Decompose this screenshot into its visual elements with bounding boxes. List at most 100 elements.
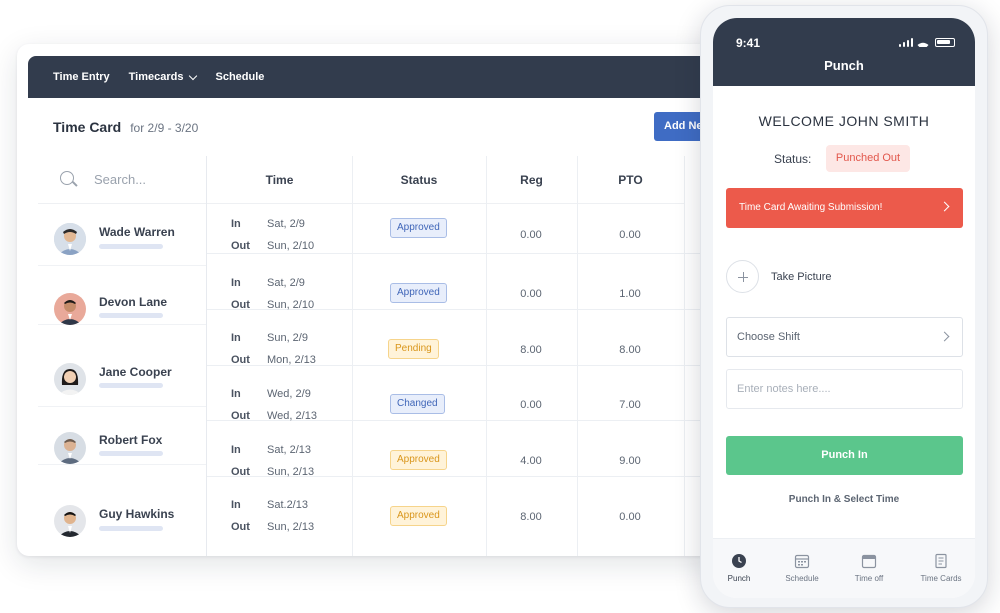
avatar <box>54 293 86 325</box>
tab-schedule-label: Schedule <box>785 574 819 583</box>
in-label: In <box>231 218 241 230</box>
search-icon <box>60 171 78 188</box>
out-date: Mon, 2/13 <box>267 354 316 366</box>
take-picture-button[interactable]: Take Picture <box>726 260 832 293</box>
timecard-grid: Time Status Reg PTO In Sat, 2/9 Out Sun,… <box>206 156 717 556</box>
employee-meta-bar <box>99 451 163 456</box>
in-label: In <box>231 499 241 511</box>
in-label: In <box>231 332 241 344</box>
timecard-alert-banner[interactable]: Time Card Awaiting Submission! <box>726 188 963 228</box>
pto-value: 7.00 <box>619 399 641 411</box>
employee-row[interactable]: Devon Lane <box>38 266 206 325</box>
status-icons <box>898 38 955 47</box>
reg-value: 0.00 <box>520 399 542 411</box>
pto-value: 9.00 <box>619 455 641 467</box>
date-range: for 2/9 - 3/20 <box>130 121 199 135</box>
tab-time-cards-label: Time Cards <box>920 574 962 583</box>
column-divider <box>577 156 578 556</box>
employee-row[interactable]: Wade Warren <box>38 204 206 266</box>
status-badge: Pending <box>388 339 439 359</box>
tab-punch[interactable]: Punch <box>713 553 769 583</box>
employee-meta-bar <box>99 313 163 318</box>
nav-timecards-label: Timecards <box>128 71 184 83</box>
out-date: Sun, 2/10 <box>267 299 315 311</box>
chevron-right-icon <box>939 331 950 342</box>
reg-value: 0.00 <box>520 288 542 300</box>
employee-name: Devon Lane <box>99 295 168 309</box>
status-label: Status: <box>774 152 812 166</box>
search-box[interactable]: Search... <box>38 156 206 204</box>
tab-time-off[interactable]: Time off <box>839 553 899 583</box>
column-divider <box>684 156 685 556</box>
column-header-pto[interactable]: PTO <box>577 156 684 204</box>
pto-value: 0.00 <box>619 229 641 241</box>
plus-icon <box>726 260 759 293</box>
punch-in-select-time-link[interactable]: Punch In & Select Time <box>788 494 900 505</box>
in-date: Sat.2/13 <box>267 499 308 511</box>
column-header-status[interactable]: Status <box>352 156 486 204</box>
calendar-icon <box>794 554 810 569</box>
out-label: Out <box>231 299 250 311</box>
nav-time-entry[interactable]: Time Entry <box>53 71 110 83</box>
avatar <box>54 363 86 395</box>
screen-title: Punch <box>824 58 864 73</box>
nav-schedule-label: Schedule <box>215 71 265 83</box>
clock: 9:41 <box>736 36 761 50</box>
column-header-reg[interactable]: Reg <box>486 156 577 204</box>
employee-row[interactable]: Jane Cooper <box>38 325 206 407</box>
timecard-table: Search... Wade Warren Devon Lane <box>38 156 717 556</box>
employee-meta-bar <box>99 383 163 388</box>
row-divider <box>207 476 717 477</box>
out-label: Out <box>231 240 250 252</box>
take-picture-label: Take Picture <box>771 270 832 283</box>
status-badge: Approved <box>390 450 447 470</box>
column-divider <box>352 156 353 556</box>
search-input[interactable]: Search... <box>94 172 147 187</box>
column-header-time[interactable]: Time <box>207 156 352 204</box>
avatar <box>54 223 86 255</box>
in-label: In <box>231 388 241 400</box>
status-badge: Approved <box>390 283 447 303</box>
nav-time-entry-label: Time Entry <box>53 71 110 83</box>
in-label: In <box>231 277 241 289</box>
row-divider <box>207 420 717 421</box>
employee-column: Search... Wade Warren Devon Lane <box>38 156 206 556</box>
out-date: Sun, 2/13 <box>267 466 315 478</box>
reg-value: 8.00 <box>520 511 542 523</box>
row-divider <box>207 365 717 366</box>
nav-schedule[interactable]: Schedule <box>215 71 264 83</box>
notes-input[interactable]: Enter notes here.... <box>726 369 963 409</box>
signal-icon <box>898 38 913 47</box>
tab-time-cards[interactable]: Time Cards <box>911 553 971 583</box>
out-date: Sun, 2/10 <box>267 240 315 252</box>
row-divider <box>207 309 717 310</box>
employee-row[interactable]: Robert Fox <box>38 407 206 465</box>
tab-time-off-label: Time off <box>854 574 884 583</box>
phone-screen: 9:41 Punch WELCOME JOHN SMITH Status: Pu… <box>713 18 975 598</box>
timecard-window: Time Entry Timecards Schedule Time Card … <box>17 44 717 556</box>
tab-schedule[interactable]: Schedule <box>772 553 832 583</box>
chevron-down-icon <box>189 71 198 80</box>
punch-in-button[interactable]: Punch In <box>726 436 963 475</box>
tab-punch-label: Punch <box>727 574 751 583</box>
out-label: Out <box>231 466 250 478</box>
employee-name: Wade Warren <box>99 225 175 239</box>
in-date: Sat, 2/13 <box>267 444 312 456</box>
out-label: Out <box>231 521 250 533</box>
calendar-off-icon <box>861 554 877 569</box>
in-date: Sat, 2/9 <box>267 277 305 289</box>
employee-meta-bar <box>99 526 163 531</box>
in-date: Sat, 2/9 <box>267 218 305 230</box>
choose-shift-select[interactable]: Choose Shift <box>726 317 963 357</box>
nav-timecards[interactable]: Timecards <box>128 71 198 83</box>
status-badge: Approved <box>390 506 447 526</box>
choose-shift-label: Choose Shift <box>737 331 800 343</box>
employee-meta-bar <box>99 244 163 249</box>
page-title: Time Card <box>53 119 122 135</box>
battery-icon <box>935 38 955 47</box>
phone-frame: 9:41 Punch WELCOME JOHN SMITH Status: Pu… <box>700 5 988 608</box>
in-label: In <box>231 444 241 456</box>
wifi-icon <box>917 38 929 47</box>
employee-row[interactable]: Guy Hawkins <box>38 465 206 556</box>
status-badge: Changed <box>390 394 445 414</box>
